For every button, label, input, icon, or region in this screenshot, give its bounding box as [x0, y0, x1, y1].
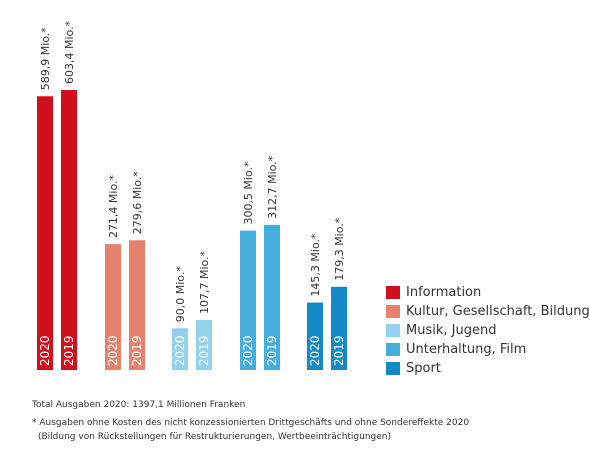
legend-item: Sport: [386, 359, 590, 378]
bar-value-label: 603,4 Mio.*: [63, 20, 76, 84]
bar-value-label: 145,3 Mio.*: [309, 233, 322, 297]
legend-label: Information: [406, 285, 482, 300]
legend-label: Musik, Jugend: [406, 323, 497, 338]
chart-legend: Information Kultur, Gesellschaft, Bildung…: [386, 283, 590, 378]
bar-unterhaltung-film-2020: [240, 230, 256, 370]
bar-year-label: 2020: [106, 335, 120, 366]
legend-swatch: [386, 305, 400, 318]
bar-year-label: 2019: [130, 335, 144, 366]
footnote-line-1: * Ausgaben ohne Kosten des nicht konzess…: [32, 418, 470, 428]
legend-label: Sport: [406, 361, 441, 376]
bar-value-label: 90,0 Mio.*: [174, 266, 187, 323]
bar-unterhaltung-film-2019: [264, 224, 280, 370]
legend-swatch: [386, 286, 400, 299]
bar-year-label: 2020: [38, 335, 52, 366]
bar-year-label: 2020: [173, 335, 187, 366]
bar-sport-2019: [331, 286, 347, 370]
bar-value-label: 300,5 Mio.*: [242, 161, 255, 225]
bar-year-label: 2019: [62, 335, 76, 366]
bar-value-label: 312,7 Mio.*: [266, 155, 279, 219]
total-expenses-note: Total Ausgaben 2020: 1397,1 Millionen Fr…: [32, 400, 246, 410]
bar-year-label: 2019: [265, 335, 279, 366]
bar-value-label: 279,6 Mio.*: [131, 171, 144, 235]
bar-information-2019: [61, 90, 77, 370]
legend-item: Kultur, Gesellschaft, Bildung: [386, 302, 590, 321]
legend-swatch: [386, 324, 400, 337]
bar-sport-2020: [307, 302, 323, 370]
bar-year-label: 2019: [332, 335, 346, 366]
bar-year-label: 2019: [197, 335, 211, 366]
bar-value-label: 179,3 Mio.*: [333, 217, 346, 281]
bar-year-label: 2020: [308, 335, 322, 366]
legend-item: Musik, Jugend: [386, 321, 590, 340]
bar-value-label: 271,4 Mio.*: [107, 174, 120, 238]
footnote-line-2: (Bildung von Rückstellungen für Restrukt…: [38, 432, 392, 442]
legend-swatch: [386, 343, 400, 356]
bar-value-label: 107,7 Mio.*: [198, 250, 211, 314]
bar-kultur-gesellschaft-bildung-2020: [105, 244, 121, 370]
bar-year-label: 2020: [241, 335, 255, 366]
bar-musik-jugend-2020: [172, 328, 188, 370]
bar-musik-jugend-2019: [196, 320, 212, 370]
legend-label: Unterhaltung, Film: [406, 342, 527, 357]
legend-item: Information: [386, 283, 590, 302]
bar-information-2020: [37, 96, 53, 371]
legend-swatch: [386, 362, 400, 375]
bar-value-label: 589,9 Mio.*: [39, 27, 52, 91]
legend-label: Kultur, Gesellschaft, Bildung: [406, 304, 590, 319]
legend-item: Unterhaltung, Film: [386, 340, 590, 359]
bar-kultur-gesellschaft-bildung-2019: [129, 240, 145, 370]
